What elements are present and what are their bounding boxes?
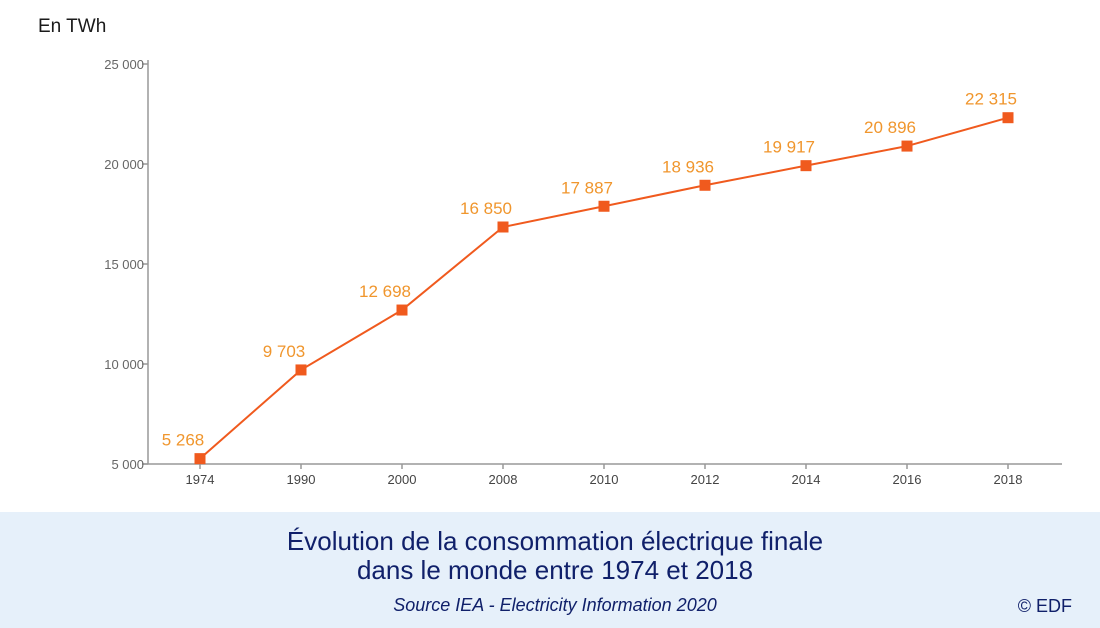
- data-point-marker: [1002, 112, 1014, 124]
- data-point-marker: [497, 221, 509, 233]
- chart-axes: [142, 60, 1062, 465]
- x-tick-label: 1990: [287, 472, 316, 487]
- data-point-marker: [295, 364, 307, 376]
- x-axis-ticks: 1974 1990 2000 2008 2010 2012 2014 2016 2018: [186, 464, 1023, 487]
- data-value-label: 18 936: [662, 157, 714, 176]
- y-axis-ticks: 5 000 10 000 15 000 20 000 25 000: [104, 57, 148, 472]
- data-point-marker: [800, 160, 812, 172]
- chart-source: Source IEA - Electricity Information 202…: [393, 595, 717, 615]
- data-series: [194, 112, 1014, 465]
- x-tick-label: 2012: [691, 472, 720, 487]
- y-tick-label: 10 000: [104, 357, 144, 372]
- y-tick-label: 25 000: [104, 57, 144, 72]
- x-tick-label: 2010: [590, 472, 619, 487]
- x-tick-label: 2016: [893, 472, 922, 487]
- data-labels: 5 268 9 703 12 698 16 850 17 887 18 936 19 917…: [162, 90, 1017, 450]
- data-point-marker: [396, 304, 408, 316]
- y-tick-label: 5 000: [111, 457, 144, 472]
- y-tick-label: 15 000: [104, 257, 144, 272]
- x-tick-label: 2014: [792, 472, 821, 487]
- caption-band: [0, 512, 1100, 628]
- x-tick-label: 2018: [994, 472, 1023, 487]
- copyright-notice: © EDF: [1017, 596, 1072, 616]
- data-value-label: 17 887: [561, 178, 613, 197]
- data-value-label: 19 917: [763, 138, 815, 157]
- x-tick-label: 1974: [186, 472, 215, 487]
- data-value-label: 20 896: [864, 118, 916, 137]
- data-point-marker: [598, 200, 610, 212]
- x-tick-label: 2000: [388, 472, 417, 487]
- data-value-label: 5 268: [162, 431, 205, 450]
- data-point-marker: [699, 179, 711, 191]
- data-point-marker: [194, 453, 206, 465]
- data-value-label: 12 698: [359, 282, 411, 301]
- data-value-label: 16 850: [460, 199, 512, 218]
- data-point-marker: [901, 140, 913, 152]
- x-tick-label: 2008: [489, 472, 518, 487]
- chart-title-line-2: dans le monde entre 1974 et 2018: [356, 555, 754, 585]
- chart-title-line-1: Évolution de la consommation électrique …: [286, 526, 824, 556]
- series-line: [199, 116, 1009, 460]
- data-value-label: 22 315: [965, 90, 1017, 109]
- line-chart: 5 000 10 000 15 000 20 000 25 000 1974 1990 20…: [104, 57, 1062, 487]
- y-tick-label: 20 000: [104, 157, 144, 172]
- y-axis-unit-label: En TWh: [38, 16, 107, 37]
- data-value-label: 9 703: [263, 342, 306, 361]
- chart-title: Évolution de la consommation électrique …: [0, 527, 1100, 585]
